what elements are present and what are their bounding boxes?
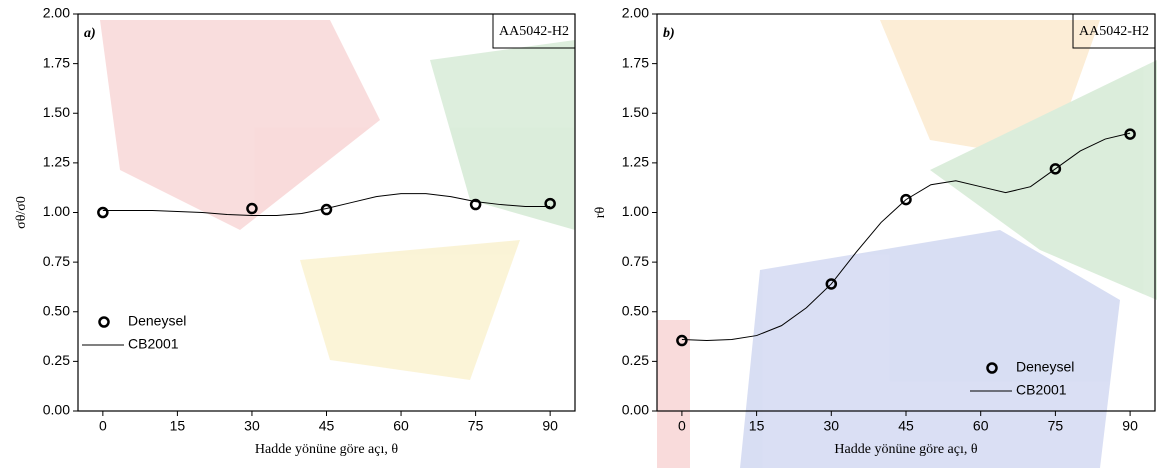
x-tick-label: 75 — [1048, 418, 1064, 434]
x-tick-label: 0 — [678, 418, 686, 434]
data-point — [246, 202, 258, 215]
y-tick-label: 2.00 — [622, 5, 649, 21]
y-tick-label: 1.25 — [622, 154, 649, 170]
annotation: AA5042-H2 — [1079, 24, 1149, 39]
y-tick-label: 1.00 — [622, 203, 649, 219]
y-tick-label: 0.50 — [43, 302, 70, 318]
y-tick-label: 1.25 — [43, 154, 70, 170]
y-tick-label: 1.50 — [622, 104, 649, 120]
y-tick-label: 0.25 — [43, 352, 70, 368]
x-tick-label: 15 — [749, 418, 765, 434]
panel-label: a) — [84, 26, 96, 41]
y-tick-label: 0.75 — [43, 253, 70, 269]
legend-label: CB2001 — [128, 336, 179, 352]
data-point — [900, 193, 912, 206]
x-tick-label: 90 — [1122, 418, 1138, 434]
legend-label: Deneysel — [128, 313, 186, 329]
y-tick-label: 0.75 — [622, 253, 649, 269]
x-tick-label: 15 — [170, 418, 186, 434]
y-axis-label: rθ — [593, 207, 608, 219]
x-tick-label: 90 — [542, 418, 558, 434]
data-point — [97, 206, 109, 219]
y-tick-label: 1.75 — [622, 54, 649, 70]
x-axis-label: Hadde yönüne göre açı, θ — [255, 442, 398, 457]
curve — [102, 193, 551, 216]
background-decoration — [100, 20, 1157, 468]
x-tick-label: 75 — [468, 418, 484, 434]
y-tick-label: 0.25 — [622, 352, 649, 368]
legend-label: CB2001 — [1016, 382, 1067, 398]
x-tick-label: 60 — [393, 418, 409, 434]
y-tick-label: 1.00 — [43, 203, 70, 219]
legend-marker — [98, 316, 110, 328]
x-axis-label: Hadde yönüne göre açı, θ — [834, 442, 977, 457]
x-tick-label: 60 — [973, 418, 989, 434]
x-tick-label: 45 — [319, 418, 335, 434]
annotation: AA5042-H2 — [499, 24, 569, 39]
annotation-box — [1072, 13, 1156, 49]
data-point — [825, 278, 838, 290]
legend-marker — [986, 362, 998, 374]
y-tick-label: 2.00 — [43, 5, 70, 21]
y-tick-label: 0.50 — [622, 302, 649, 318]
data-point — [469, 198, 482, 211]
curve — [681, 132, 1131, 342]
data-point — [544, 197, 556, 210]
y-tick-label: 1.75 — [43, 54, 70, 70]
y-axis-label: σθ/σ0 — [14, 196, 29, 229]
legend-label: Deneysel — [1016, 359, 1074, 375]
x-tick-label: 30 — [244, 418, 260, 434]
data-point — [676, 334, 688, 347]
x-tick-label: 30 — [824, 418, 840, 434]
panel-label: b) — [663, 26, 675, 41]
data-point — [1049, 163, 1062, 175]
y-tick-label: 0.00 — [43, 402, 70, 418]
y-tick-label: 1.50 — [43, 104, 70, 120]
y-tick-label: 0.00 — [622, 402, 649, 418]
annotation-box — [492, 13, 576, 49]
x-tick-label: 45 — [898, 418, 914, 434]
x-tick-label: 0 — [99, 418, 107, 434]
